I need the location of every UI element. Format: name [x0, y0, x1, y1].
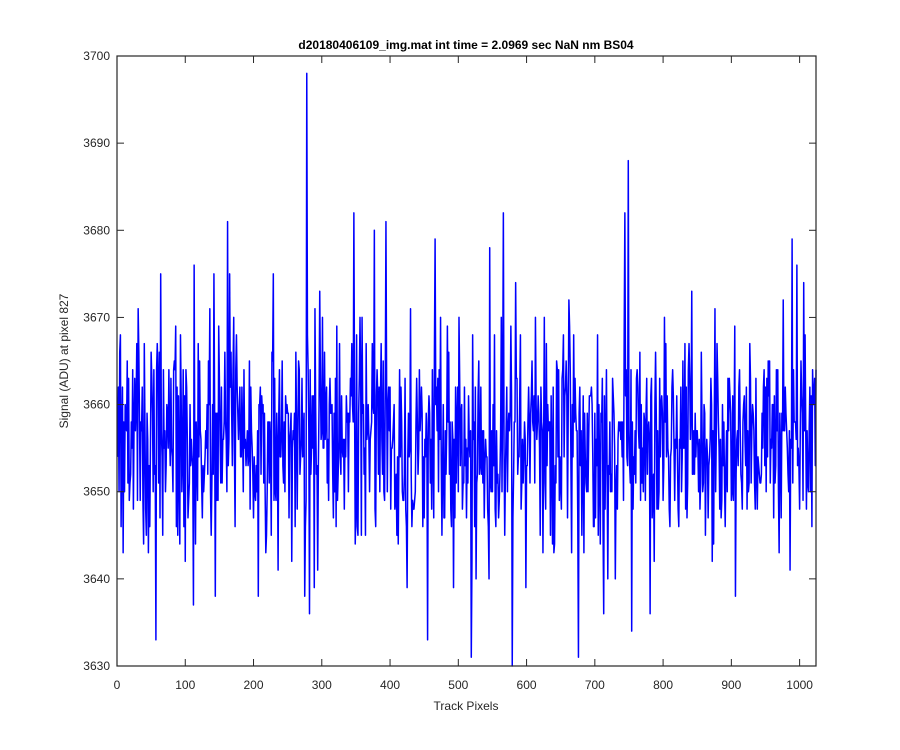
y-axis-label: Signal (ADU) at pixel 827 [57, 293, 71, 428]
x-tick-label: 700 [585, 678, 605, 692]
x-axis-label: Track Pixels [434, 699, 499, 713]
y-tick-label: 3690 [83, 136, 110, 150]
plot-area [117, 56, 816, 666]
y-tick-label: 3660 [83, 398, 110, 412]
x-tick-label: 600 [517, 678, 537, 692]
chart-title: d20180406109_img.mat int time = 2.0969 s… [298, 38, 634, 52]
x-tick-label: 100 [175, 678, 195, 692]
y-tick-label: 3640 [83, 572, 110, 586]
x-tick-label: 900 [721, 678, 741, 692]
x-tick-label: 500 [448, 678, 468, 692]
y-tick-label: 3680 [83, 223, 110, 237]
axes-layer: 0 100 200 300 400 500 600 700 800 900 1000 3630 3640… [83, 49, 817, 692]
x-tick-label: 1000 [786, 678, 813, 692]
series-line [116, 72, 817, 667]
axes-box [116, 55, 817, 667]
y-tick-label: 3670 [83, 310, 110, 324]
series-layer [116, 72, 817, 667]
x-tick-label: 800 [653, 678, 673, 692]
y-tick-label: 3700 [83, 49, 110, 63]
x-tick-label: 400 [380, 678, 400, 692]
x-tick-label: 0 [114, 678, 121, 692]
y-tick-label: 3650 [83, 485, 110, 499]
x-tick-label: 200 [244, 678, 264, 692]
y-tick-label: 3630 [83, 659, 110, 673]
x-tick-label: 300 [312, 678, 332, 692]
